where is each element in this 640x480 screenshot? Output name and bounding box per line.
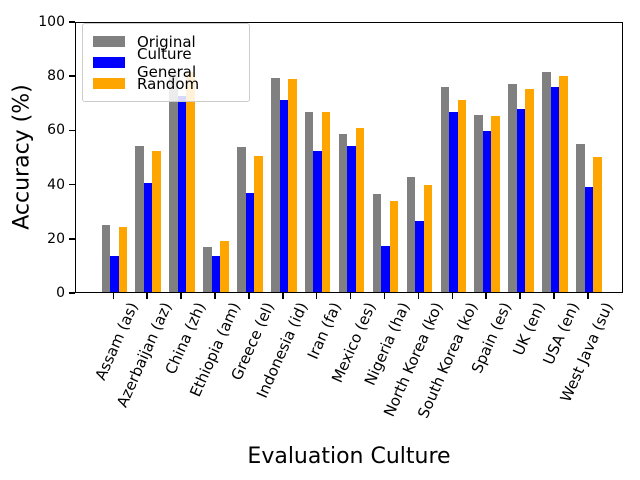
- y-axis-title: Accuracy (%): [9, 84, 35, 230]
- bar-culture-general-10: [415, 220, 424, 292]
- x-tick-mark: [112, 293, 115, 299]
- y-tick-label: 0: [56, 285, 65, 301]
- bar-random-4: [220, 240, 229, 292]
- x-tick-mark: [349, 293, 352, 299]
- bar-original-12: [474, 114, 483, 292]
- bar-culture-general-13: [516, 108, 526, 292]
- bar-culture-general-4: [211, 256, 221, 292]
- bar-culture-general-15: [584, 186, 594, 292]
- x-tick-mark: [282, 293, 284, 299]
- bar-culture-general-8: [347, 146, 356, 292]
- bar-random-5: [254, 156, 263, 292]
- bar-culture-general-14: [550, 86, 560, 292]
- legend-label-culture-general: Culture General: [137, 44, 197, 81]
- bar-culture-general-12: [482, 131, 492, 292]
- legend-label-original: Original: [137, 32, 196, 51]
- bar-original-2: [135, 146, 144, 292]
- legend: Original Culture General Random: [82, 23, 250, 102]
- bar-original-14: [542, 71, 551, 292]
- bar-original-13: [508, 84, 517, 292]
- bar-random-14: [559, 76, 568, 292]
- y-tick-label: 60: [47, 122, 65, 139]
- bar-original-11: [440, 87, 450, 292]
- bar-original-15: [576, 143, 585, 292]
- legend-swatch-culture-general: [93, 57, 125, 68]
- y-tick-label: 20: [47, 230, 65, 247]
- bar-random-7: [321, 111, 331, 292]
- y-tick-mark: [69, 21, 75, 23]
- bar-original-4: [203, 247, 212, 292]
- bar-original-3: [169, 70, 178, 292]
- bar-culture-general-7: [313, 150, 322, 292]
- y-tick-mark: [69, 75, 75, 77]
- bar-original-9: [372, 193, 382, 292]
- bar-original-5: [237, 147, 246, 292]
- y-tick-label: 100: [38, 14, 65, 30]
- x-tick-mark: [587, 293, 589, 299]
- x-tick-mark: [248, 293, 250, 299]
- legend-swatch-original: [93, 36, 125, 47]
- x-tick-mark: [553, 293, 555, 299]
- bar-random-12: [491, 115, 500, 292]
- bar-original-10: [406, 177, 416, 292]
- x-tick-mark: [383, 293, 386, 299]
- x-tick-mark: [315, 293, 318, 299]
- legend-item-original: Original: [93, 31, 249, 52]
- x-tick-mark: [519, 293, 521, 299]
- bar-culture-general-3: [177, 96, 187, 292]
- bar-random-6: [288, 78, 297, 292]
- x-tick-mark: [485, 293, 487, 299]
- y-tick-mark: [69, 238, 75, 240]
- y-tick-mark: [69, 292, 75, 294]
- bar-random-8: [355, 127, 365, 292]
- y-tick-label: 40: [47, 176, 65, 193]
- x-tick-mark: [146, 293, 148, 299]
- bar-random-11: [457, 99, 467, 292]
- bar-culture-general-6: [279, 99, 289, 292]
- bar-culture-general-9: [381, 246, 390, 292]
- bar-random-15: [593, 156, 602, 292]
- x-tick-mark: [451, 293, 454, 299]
- x-axis-title: Evaluation Culture: [247, 444, 451, 469]
- x-tick-mark: [417, 293, 420, 299]
- bar-original-8: [338, 133, 348, 292]
- bar-culture-general-2: [143, 183, 153, 292]
- y-tick-mark: [69, 129, 75, 132]
- bar-random-9: [389, 201, 399, 292]
- legend-item-culture-general: Culture General: [93, 45, 249, 81]
- bar-random-10: [423, 184, 433, 292]
- x-tick-mark: [180, 293, 182, 299]
- bar-culture-general-11: [449, 111, 458, 292]
- legend-item-random: Random: [93, 73, 249, 94]
- bar-random-3: [186, 71, 195, 292]
- bar-random-2: [152, 150, 161, 292]
- legend-label-random: Random: [137, 74, 200, 93]
- legend-swatch-random: [93, 78, 125, 89]
- bar-culture-general-5: [245, 192, 255, 292]
- y-tick-mark: [69, 183, 75, 186]
- bar-original-1: [101, 225, 111, 292]
- bar-culture-general-1: [110, 256, 119, 292]
- bar-original-7: [304, 111, 314, 292]
- x-tick-mark: [214, 293, 216, 299]
- bar-random-13: [525, 88, 534, 292]
- plot-area: [75, 22, 623, 293]
- bar-random-1: [118, 227, 128, 292]
- y-tick-label: 80: [47, 68, 65, 85]
- bar-original-6: [271, 77, 280, 292]
